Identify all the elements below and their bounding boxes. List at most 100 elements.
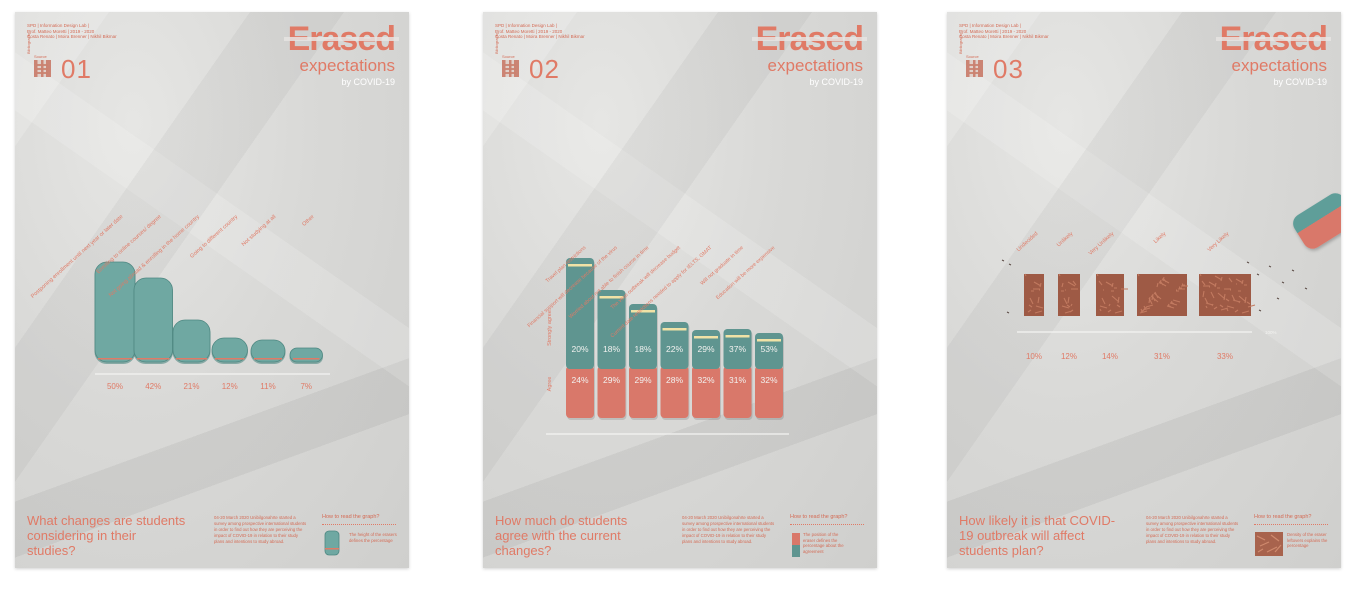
brand-title: Erased — [283, 20, 400, 58]
brand-tagline: by COVID-19 — [341, 77, 395, 87]
bar-strongly-agree — [692, 330, 720, 369]
brand-subtitle: expectations — [767, 56, 863, 75]
category-label: Undecided — [1016, 231, 1040, 253]
value-label-agree: 31% — [729, 375, 746, 385]
value-label-agree: 29% — [603, 375, 620, 385]
question-title: How likely it is that COVID-19 outbreak … — [959, 513, 1116, 558]
bar-stripe — [599, 296, 624, 299]
brand-subtitle: expectations — [1231, 56, 1327, 75]
value-label-strongly-agree: 22% — [666, 344, 683, 354]
eraser-bar-stripe — [176, 358, 207, 360]
value-label-agree: 28% — [666, 375, 683, 385]
eraser-bar — [250, 339, 286, 363]
source-label: Source — [34, 54, 47, 59]
eraser-bar — [172, 319, 211, 363]
brand-tagline: by COVID-19 — [1273, 77, 1327, 87]
poster-01: SPD | Information Design Lab | Prof. Mat… — [15, 12, 409, 568]
legend-stacked-icon — [792, 533, 800, 557]
shavings-crumbs — [1001, 259, 1308, 314]
chart-stacked-agreement: 20%24%Travel plan restrictions18%29%Fina… — [527, 244, 789, 435]
value-label-strongly-agree: 18% — [634, 344, 651, 354]
value-label: 31% — [1154, 352, 1170, 361]
credits: SPD | Information Design Lab | Prof. Mat… — [959, 23, 1049, 40]
bar-agree — [629, 366, 657, 418]
value-label: 10% — [1026, 352, 1042, 361]
poster-number: 03 — [993, 54, 1024, 84]
category-label: Education will be more expensive — [715, 245, 776, 301]
bar-stripe — [631, 310, 655, 313]
eraser-bar — [289, 347, 323, 363]
eraser-bar-stripe — [254, 358, 282, 360]
legend-description: Density of the eraser leftovers explains… — [1287, 532, 1328, 549]
series-label-strongly-agree: Strongly agree — [547, 310, 553, 346]
bar-strongly-agree — [755, 333, 783, 369]
value-label: 12% — [222, 382, 238, 391]
legend-eraser-icon — [324, 530, 340, 556]
bar-stripe — [662, 328, 687, 331]
category-label: Not studying at all — [241, 214, 278, 248]
value-label-strongly-agree: 29% — [697, 344, 714, 354]
eraser-bar-stripe — [293, 358, 320, 360]
shavings-block — [1058, 274, 1080, 316]
poster-number: 02 — [529, 54, 560, 84]
bar-strongly-agree — [723, 329, 752, 369]
series-label-agree: Agree — [547, 377, 553, 392]
bar-stripe — [757, 339, 781, 342]
bar-agree — [755, 366, 783, 418]
shavings-texture — [1058, 273, 1078, 314]
value-label-strongly-agree: 18% — [603, 344, 620, 354]
shavings-texture — [1024, 273, 1044, 314]
qr-code-icon[interactable] — [502, 60, 519, 77]
value-label: 12% — [1061, 352, 1077, 361]
value-label: 11% — [260, 382, 275, 391]
chart-shavings-density: 10% Undecided 12% Unlikely 14% Very Unlikely 3… — [1001, 231, 1308, 361]
brand-tagline: by COVID-19 — [809, 77, 863, 87]
source-label: Source — [966, 54, 979, 59]
value-label: 7% — [300, 382, 312, 391]
category-label: Unlikely — [1056, 231, 1075, 249]
qr-code-icon[interactable] — [34, 60, 51, 77]
legend-description: The position of the eraser defines the p… — [803, 532, 844, 554]
category-label: Very Likely — [1207, 231, 1231, 253]
bar-stripe — [725, 335, 750, 338]
axis-max-label: 100% — [1265, 330, 1277, 335]
howto-title: How to read the graph? — [790, 514, 848, 520]
value-label-agree: 32% — [760, 375, 777, 385]
source-label: Source — [502, 54, 515, 59]
bar-strongly-agree — [660, 322, 689, 369]
divider — [1254, 524, 1328, 525]
bar-stripe — [694, 336, 718, 339]
value-label-strongly-agree: 20% — [571, 344, 588, 354]
value-label: 42% — [145, 382, 161, 391]
credits: SPD | Information Design Lab | Prof. Mat… — [495, 23, 585, 40]
legend-description: The height of the erasers defines the pe… — [349, 532, 397, 543]
brand-title: Erased — [1215, 20, 1332, 58]
value-label-agree: 24% — [571, 375, 588, 385]
eraser-bar-stripe — [215, 358, 245, 360]
shavings-texture — [1199, 273, 1256, 314]
eraser-bar — [133, 277, 173, 363]
bar-agree — [660, 366, 689, 418]
eraser-bar — [211, 337, 248, 363]
value-label-agree: 32% — [697, 375, 714, 385]
shavings-texture — [1137, 273, 1188, 314]
chart-eraser-heights: 50%Postponing enrollment until next year… — [30, 214, 330, 391]
shavings-block — [1096, 274, 1124, 316]
survey-description: 04-20 March 2020 Unibilgonahrte started … — [682, 515, 775, 544]
poster-03: SPD | Information Design Lab | Prof. Mat… — [947, 12, 1341, 568]
qr-code-icon[interactable] — [966, 60, 983, 77]
bar-stripe — [568, 264, 592, 267]
credits: SPD | Information Design Lab | Prof. Mat… — [27, 23, 117, 40]
question-title: What changes are students considering in… — [27, 513, 186, 558]
value-label-agree: 29% — [634, 375, 651, 385]
legend-shavings-icon — [1255, 532, 1283, 556]
value-label-strongly-agree: 53% — [760, 344, 777, 354]
bar-strongly-agree — [629, 304, 657, 369]
survey-description: 04-20 March 2020 Unibilgonahrte started … — [1146, 515, 1239, 544]
howto-title: How to read the graph? — [322, 514, 380, 520]
howto-title: How to read the graph? — [1254, 514, 1312, 520]
divider — [790, 524, 864, 525]
bar-agree — [723, 366, 752, 418]
divider — [322, 524, 396, 525]
eraser-bar-stripe — [98, 358, 132, 360]
